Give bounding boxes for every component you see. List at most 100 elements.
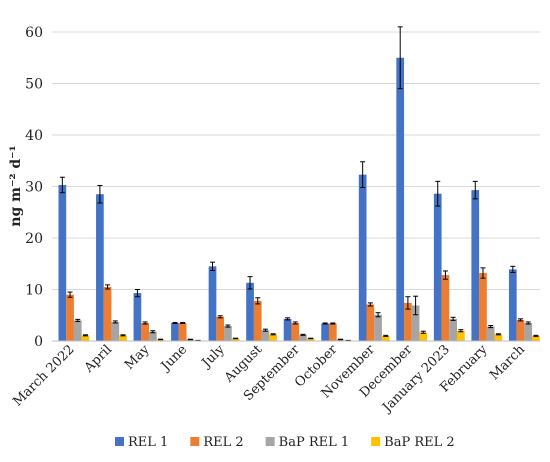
- error-bar: [510, 265, 516, 274]
- error-bar: [308, 337, 314, 340]
- legend-swatch: [265, 437, 275, 446]
- x-tick-label: July: [198, 342, 228, 372]
- error-bar: [134, 289, 140, 298]
- legend-item: REL 2: [190, 435, 244, 450]
- error-bar: [105, 284, 111, 290]
- bar-rel-1: [396, 57, 405, 341]
- error-bar: [330, 322, 336, 325]
- bars: [58, 57, 540, 341]
- error-bar: [367, 302, 373, 307]
- error-bar: [75, 318, 81, 322]
- bar-bap-rel-2: [456, 330, 465, 341]
- error-bar: [458, 329, 464, 333]
- error-bar: [442, 270, 448, 280]
- legend-item: REL 1: [115, 435, 168, 450]
- error-bar: [180, 321, 186, 324]
- error-bar: [285, 317, 291, 321]
- bar-rel-2: [216, 316, 225, 341]
- bar-bap-rel-2: [494, 334, 503, 341]
- error-bar: [150, 330, 156, 334]
- error-bar: [472, 180, 478, 200]
- error-bar: [488, 325, 494, 329]
- error-bar: [413, 295, 419, 316]
- error-bar: [397, 26, 403, 90]
- error-bar: [210, 261, 216, 271]
- error-bar: [360, 161, 366, 189]
- error-bar: [97, 184, 103, 204]
- bar-bap-rel-1: [224, 326, 232, 341]
- error-bar: [112, 320, 118, 324]
- bar-bap-rel-2: [231, 338, 240, 341]
- error-bar: [247, 276, 253, 290]
- bar-rel-1: [283, 318, 292, 341]
- bar-rel-1: [133, 293, 142, 341]
- x-tick-label: March: [487, 342, 528, 383]
- y-axis-ticks: 0 10 20 30 40 50 60: [25, 25, 43, 350]
- bar-rel-2: [291, 322, 300, 341]
- legend-swatch: [190, 437, 200, 446]
- bar-rel-2: [253, 300, 262, 341]
- bar-bap-rel-2: [419, 332, 428, 341]
- legend: REL 1 REL 2 BaP REL 1 BaP REL 2: [115, 435, 455, 450]
- error-bar: [405, 296, 411, 310]
- bar-bap-rel-1: [186, 339, 195, 341]
- error-bar: [338, 338, 344, 341]
- bar-bap-rel-2: [532, 335, 540, 341]
- bar-rel-2: [66, 294, 74, 341]
- y-tick-label: 0: [34, 334, 43, 350]
- error-bar: [158, 338, 164, 341]
- bar-bap-rel-2: [119, 335, 127, 341]
- error-bar: [187, 338, 193, 341]
- error-bar: [270, 333, 276, 336]
- error-bar: [480, 267, 486, 279]
- bar-rel-1: [358, 174, 367, 341]
- y-tick-label: 50: [25, 77, 43, 93]
- y-tick-label: 30: [25, 180, 43, 196]
- legend-swatch: [371, 437, 381, 446]
- bar-bap-rel-2: [381, 335, 390, 341]
- error-bar: [225, 324, 231, 328]
- bar-rel-2: [479, 273, 487, 341]
- bar-rel-1: [433, 193, 442, 341]
- bar-rel-1: [321, 323, 329, 341]
- error-bar: [450, 316, 456, 321]
- y-tick-label: 60: [25, 25, 43, 41]
- error-bar: [525, 321, 531, 325]
- y-axis-label: ng m⁻² d⁻¹: [8, 145, 24, 226]
- error-bar: [67, 291, 73, 298]
- x-tick-label: March 2022: [10, 342, 77, 409]
- bar-bap-rel-2: [81, 335, 90, 341]
- x-tick-label: June: [157, 342, 190, 375]
- error-bar: [495, 333, 501, 336]
- bar-rel-2: [178, 322, 187, 341]
- error-bar: [383, 334, 389, 337]
- bar-bap-rel-1: [374, 314, 382, 341]
- error-bar: [172, 321, 178, 324]
- legend-swatch: [115, 437, 124, 446]
- error-bar: [375, 312, 381, 318]
- bar-rel-2: [141, 322, 149, 341]
- bar-rel-2: [404, 302, 412, 341]
- bar-bap-rel-2: [306, 338, 315, 341]
- bar-rel-1: [508, 269, 517, 341]
- bar-bap-rel-1: [299, 334, 307, 341]
- legend-label: BaP REL 1: [279, 435, 350, 450]
- error-bar: [420, 330, 426, 334]
- error-bar: [233, 337, 239, 340]
- bar-bap-rel-1: [486, 326, 495, 341]
- bar-bap-rel-2: [156, 339, 165, 341]
- error-bar: [533, 334, 539, 337]
- bar-bap-rel-1: [411, 305, 420, 341]
- legend-label: BaP REL 2: [384, 435, 455, 450]
- bar-bap-rel-1: [73, 320, 82, 341]
- bar-bap-rel-1: [336, 339, 345, 341]
- error-bar: [292, 321, 298, 325]
- error-bar: [217, 315, 223, 319]
- error-bar: [59, 176, 65, 194]
- bar-rel-2: [366, 304, 375, 341]
- bar-rel-1: [58, 184, 67, 341]
- bar-rel-2: [441, 275, 450, 341]
- bar-rel-2: [328, 323, 337, 341]
- bar-rel-2: [516, 319, 525, 341]
